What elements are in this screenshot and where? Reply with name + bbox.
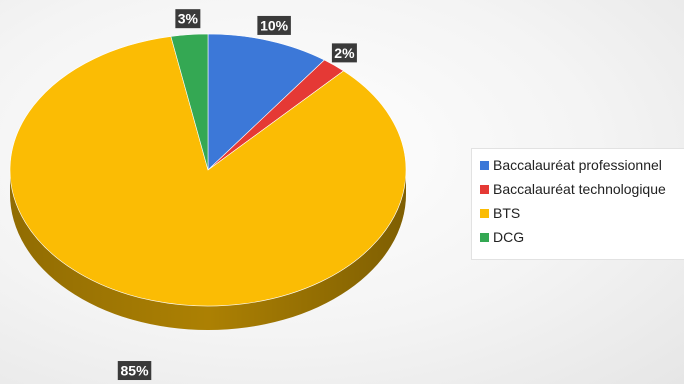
data-labels: 10% 2% 85% 3% bbox=[117, 9, 357, 381]
legend-swatch bbox=[480, 208, 489, 218]
data-label-box bbox=[117, 361, 152, 381]
pie-slice bbox=[170, 33, 209, 171]
data-label: 85% bbox=[121, 363, 150, 379]
pie-sides bbox=[10, 170, 406, 330]
legend-label: BTS bbox=[493, 205, 521, 221]
data-label-box bbox=[331, 43, 357, 63]
legend-item: DCG bbox=[480, 225, 684, 249]
legend-swatch bbox=[480, 232, 489, 242]
data-label-box bbox=[257, 15, 291, 35]
pie-slice bbox=[207, 33, 325, 171]
pie-slice-side-shade bbox=[10, 170, 406, 330]
data-label-box bbox=[175, 9, 201, 29]
legend-label: Baccalauréat technologique bbox=[493, 181, 666, 197]
legend: Baccalauréat professionnel Baccalauréat … bbox=[471, 148, 684, 260]
pie-slice bbox=[9, 36, 407, 307]
data-label: 2% bbox=[334, 45, 355, 61]
legend-swatch bbox=[480, 160, 489, 170]
legend-item: BTS bbox=[480, 201, 684, 225]
legend-label: Baccalauréat professionnel bbox=[493, 157, 662, 173]
pie-tops bbox=[9, 33, 407, 307]
legend-label: DCG bbox=[493, 229, 525, 245]
legend-item: Baccalauréat professionnel bbox=[480, 153, 684, 177]
legend-item: Baccalauréat technologique bbox=[480, 177, 684, 201]
legend-swatch bbox=[480, 184, 489, 194]
data-label: 10% bbox=[260, 17, 289, 33]
data-label: 3% bbox=[178, 11, 199, 27]
